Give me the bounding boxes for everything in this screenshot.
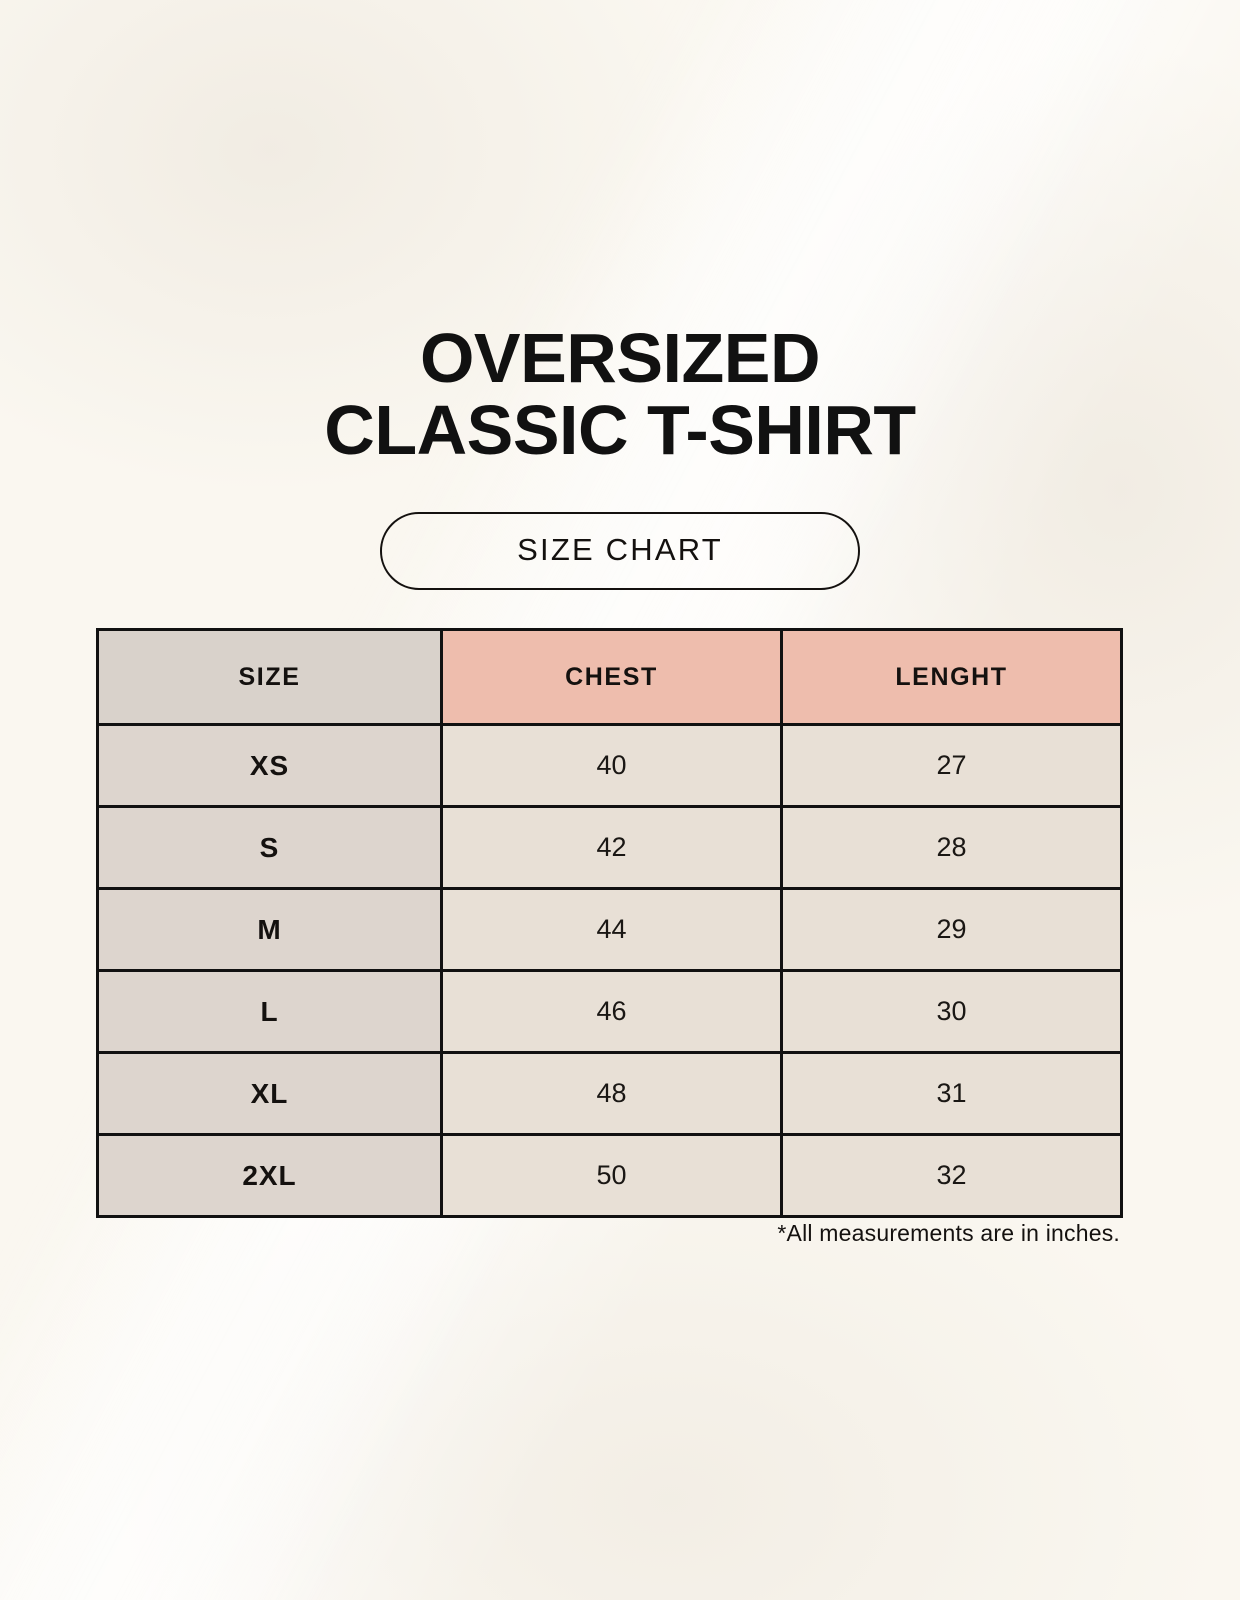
size-chart-table-wrapper: SIZE CHEST LENGHT XS 40 27 S 42 28 bbox=[96, 628, 1123, 1218]
table-row: 2XL 50 32 bbox=[96, 1133, 1123, 1218]
cell-chest: 48 bbox=[440, 1051, 783, 1136]
size-chart-table: SIZE CHEST LENGHT XS 40 27 S 42 28 bbox=[96, 628, 1123, 1218]
table-row: XL 48 31 bbox=[96, 1051, 1123, 1136]
page-title: OVERSIZED CLASSIC T-SHIRT bbox=[0, 322, 1240, 466]
table-row: XS 40 27 bbox=[96, 723, 1123, 808]
table-body: XS 40 27 S 42 28 M 44 29 L bbox=[96, 723, 1123, 1218]
cell-length: 30 bbox=[780, 969, 1123, 1054]
cell-size: L bbox=[96, 969, 443, 1054]
cell-size: XL bbox=[96, 1051, 443, 1136]
cell-size: S bbox=[96, 805, 443, 890]
measurements-footnote: *All measurements are in inches. bbox=[777, 1220, 1120, 1246]
page-title-line-1: OVERSIZED bbox=[419, 319, 821, 397]
table-row: S 42 28 bbox=[96, 805, 1123, 890]
table-row: L 46 30 bbox=[96, 969, 1123, 1054]
cell-size: XS bbox=[96, 723, 443, 808]
column-header-size: SIZE bbox=[96, 628, 443, 726]
cell-chest: 42 bbox=[440, 805, 783, 890]
table-header-row: SIZE CHEST LENGHT bbox=[96, 628, 1123, 726]
cell-length: 27 bbox=[780, 723, 1123, 808]
table-row: M 44 29 bbox=[96, 887, 1123, 972]
cell-length: 31 bbox=[780, 1051, 1123, 1136]
page-title-line-2: CLASSIC T-SHIRT bbox=[324, 391, 916, 470]
table-header: SIZE CHEST LENGHT bbox=[96, 628, 1123, 726]
cell-length: 28 bbox=[780, 805, 1123, 890]
cell-chest: 50 bbox=[440, 1133, 783, 1218]
cell-length: 32 bbox=[780, 1133, 1123, 1218]
cell-chest: 46 bbox=[440, 969, 783, 1054]
column-header-length: LENGHT bbox=[780, 628, 1123, 726]
cell-chest: 44 bbox=[440, 887, 783, 972]
cell-size: M bbox=[96, 887, 443, 972]
cell-size: 2XL bbox=[96, 1133, 443, 1218]
cell-chest: 40 bbox=[440, 723, 783, 808]
size-chart-badge-wrapper: SIZE CHART bbox=[0, 512, 1240, 590]
column-header-chest: CHEST bbox=[440, 628, 783, 726]
size-chart-badge: SIZE CHART bbox=[380, 512, 860, 590]
cell-length: 29 bbox=[780, 887, 1123, 972]
